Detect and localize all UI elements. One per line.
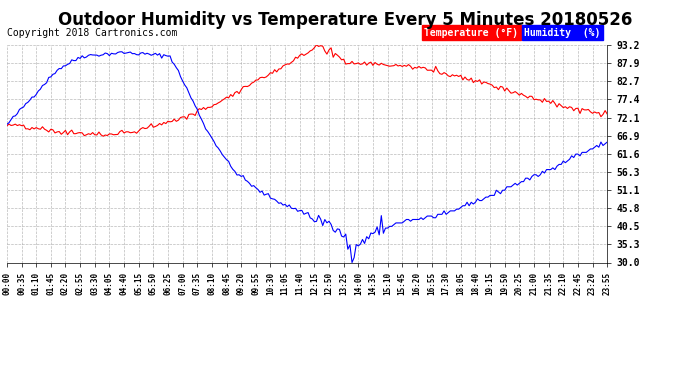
Text: Temperature (°F): Temperature (°F) (424, 28, 518, 38)
Text: Humidity  (%): Humidity (%) (524, 28, 601, 38)
Text: Outdoor Humidity vs Temperature Every 5 Minutes 20180526: Outdoor Humidity vs Temperature Every 5 … (58, 11, 632, 29)
Text: Copyright 2018 Cartronics.com: Copyright 2018 Cartronics.com (7, 28, 177, 38)
